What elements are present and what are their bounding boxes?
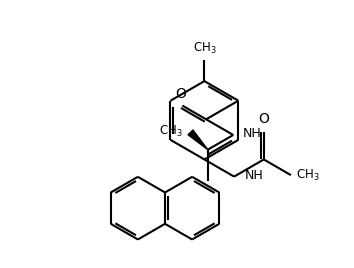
Text: CH$_3$: CH$_3$ (193, 40, 216, 56)
Text: O: O (258, 112, 269, 126)
Text: CH$_3$: CH$_3$ (159, 124, 183, 139)
Text: NH: NH (243, 126, 262, 140)
Polygon shape (188, 130, 208, 150)
Text: O: O (175, 87, 186, 101)
Text: NH: NH (245, 169, 264, 182)
Text: CH$_3$: CH$_3$ (296, 168, 320, 183)
